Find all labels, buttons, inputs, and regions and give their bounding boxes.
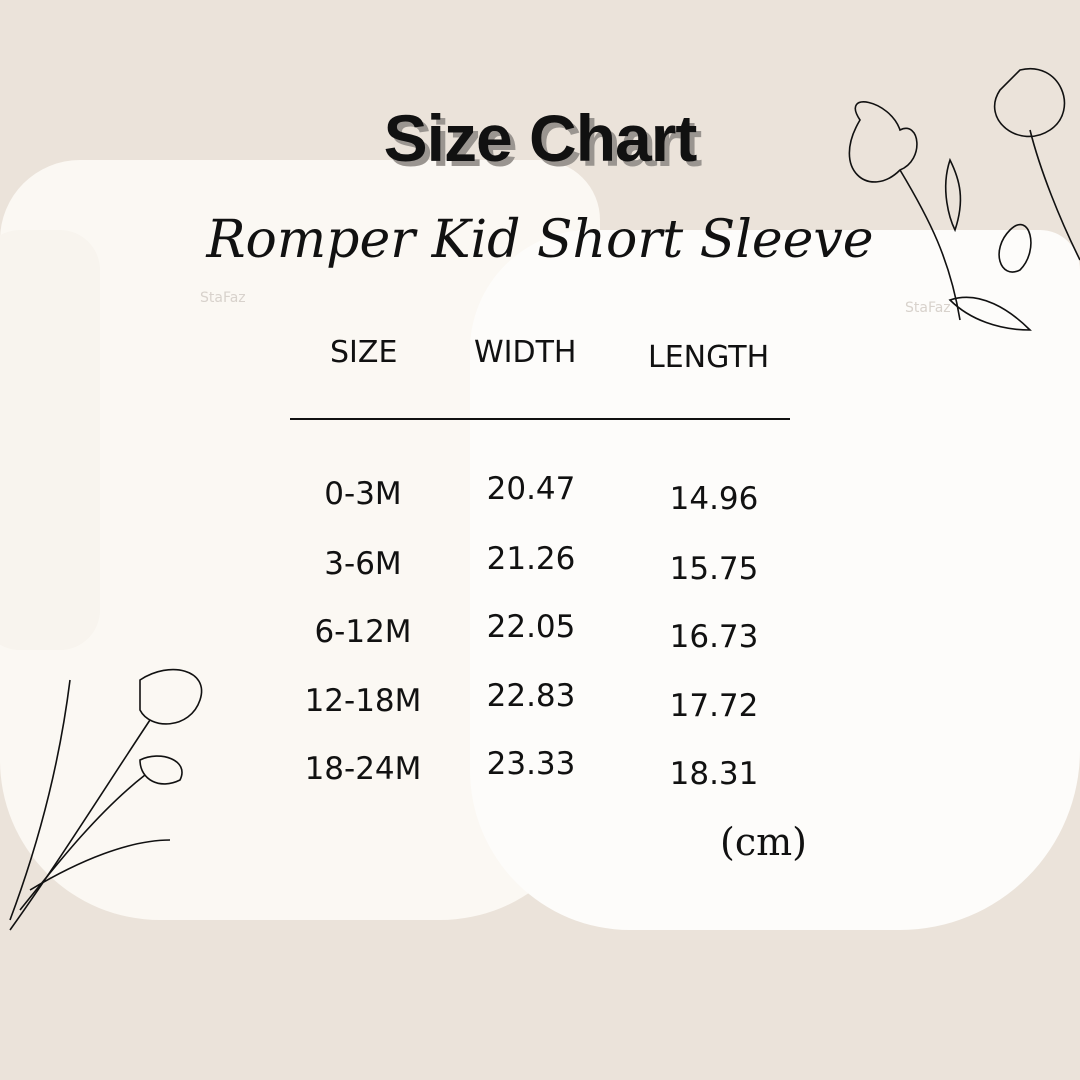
unit-label: (cm)	[720, 820, 807, 864]
size-cell: 12-18M	[304, 683, 422, 719]
romper-sleeve	[0, 230, 100, 650]
length-cell: 18.31	[669, 756, 759, 792]
flower-drawing-bottom-left-icon	[9, 668, 203, 931]
length-cell: 17.72	[669, 688, 759, 724]
header-divider	[290, 418, 790, 420]
subtitle: Romper Kid Short Sleeve	[206, 210, 874, 270]
width-cell: 20.47	[486, 471, 576, 507]
header-size: SIZE	[330, 335, 398, 370]
size-cell: 3-6M	[324, 546, 402, 582]
flower-drawing-top-right-icon	[848, 67, 1080, 331]
watermark: StaFaz	[905, 300, 951, 316]
width-cell: 22.05	[486, 609, 576, 645]
length-cell: 14.96	[669, 481, 759, 517]
length-cell: 16.73	[669, 619, 759, 655]
header-length: LENGTH	[648, 340, 770, 375]
size-cell: 0-3M	[324, 476, 402, 512]
size-cell: 18-24M	[304, 751, 422, 787]
page-title: Size Chart	[383, 101, 698, 175]
width-cell: 22.83	[486, 678, 576, 714]
width-cell: 21.26	[486, 541, 576, 577]
size-cell: 6-12M	[314, 614, 412, 650]
length-cell: 15.75	[669, 551, 759, 587]
width-cell: 23.33	[486, 746, 576, 782]
romper-right-image	[470, 230, 1080, 930]
header-width: WIDTH	[474, 335, 577, 370]
watermark: StaFaz	[200, 290, 246, 306]
